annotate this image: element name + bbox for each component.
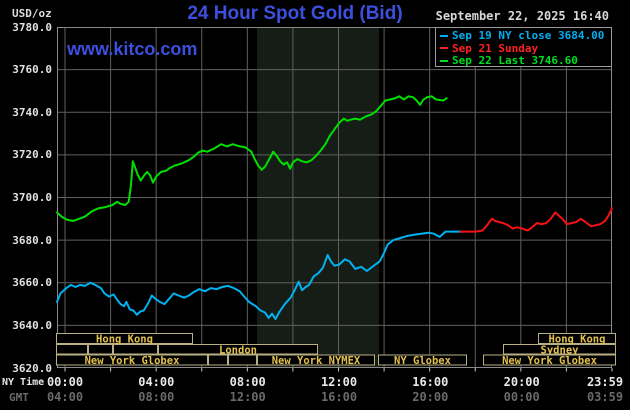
- legend-dash-icon: [440, 59, 448, 62]
- session-box-hong-kong: [56, 333, 193, 344]
- y-axis-tick-label: 3740.0: [12, 105, 52, 119]
- y-axis-tick-label: 3780.0: [12, 20, 52, 34]
- legend-entry-label: Sep 19 NY close 3684.00: [452, 29, 605, 42]
- y-axis-tick-label: 3620.0: [12, 361, 52, 375]
- legend-entry-label: Sep 22 Last 3746.60: [452, 54, 578, 67]
- x-axis-gmt-label: 20:00: [412, 390, 449, 404]
- legend-entry: Sep 22 Last 3746.60: [440, 54, 578, 67]
- chart-title: 24 Hour Spot Gold (Bid): [187, 3, 403, 24]
- y-axis-tick-label: 3720.0: [12, 148, 52, 162]
- session-box-ny-globex: [378, 354, 467, 366]
- ny-time-axis-caption: NY Time: [2, 377, 45, 388]
- x-axis-gmt-label: 08:00: [138, 390, 175, 404]
- session-label-hong-kong: Hong Kong: [96, 334, 153, 346]
- legend-entry: Sep 21 Sunday: [440, 42, 538, 55]
- y-axis-tick-label: 3640.0: [12, 318, 52, 332]
- session-box-empty: [88, 344, 113, 355]
- y-axis-unit-label: USD/oz: [12, 7, 52, 20]
- y-axis-tick-label: 3760.0: [12, 63, 52, 77]
- session-box-empty: [228, 354, 257, 366]
- session-box-empty: [113, 344, 158, 355]
- series-sep19-ny-close-line: [56, 230, 464, 320]
- legend-entry-label: Sep 21 Sunday: [452, 41, 539, 55]
- x-axis-ny-time-label: 12:00: [320, 375, 358, 389]
- session-label-sydney: Sydney: [541, 344, 580, 356]
- session-box-hong-kong: [538, 333, 616, 344]
- legend-dash-icon: [440, 34, 448, 37]
- legend-dash-icon: [440, 47, 448, 49]
- gmt-axis-caption: GMT: [9, 391, 29, 404]
- x-axis-gmt-label: 04:00: [46, 390, 84, 404]
- y-axis-tick-label: 3700.0: [12, 191, 52, 204]
- kitco-watermark-link[interactable]: www.kitco.com: [67, 39, 198, 59]
- legend: Sep 19 NY close 3684.00 Sep 21 Sunday Sep …: [435, 27, 612, 67]
- session-box-new-york-globex: [56, 354, 208, 366]
- x-axis-gmt-label: 00:00: [503, 390, 540, 404]
- x-axis-ny-time-label: 04:00: [138, 375, 175, 389]
- x-axis-ny-time-label: 16:00: [412, 375, 449, 389]
- y-axis-tick-label: 3660.0: [12, 276, 52, 290]
- session-label-new-york-nymex: New York NYMEX: [272, 355, 361, 367]
- y-axis-tick-label: 3680.0: [12, 233, 52, 247]
- plot-border: [57, 27, 612, 368]
- x-axis-ny-time-label: 00:00: [46, 375, 84, 389]
- session-box-sydney: [503, 344, 616, 355]
- x-axis-gmt-label: 03:59: [586, 390, 624, 404]
- session-label-london: London: [219, 344, 257, 356]
- legend-entry: Sep 19 NY close 3684.00: [440, 29, 604, 42]
- series-sep22-today-line: [56, 95, 448, 222]
- session-label-new-york-globex: New York Globex: [85, 355, 181, 367]
- x-axis-gmt-label: 16:00: [320, 390, 358, 404]
- session-label-hong-kong: Hong Kong: [549, 334, 606, 346]
- session-box-new-york-globex: [483, 354, 616, 366]
- x-axis-ny-time-label: 23:59: [586, 375, 624, 389]
- series-sep21-sunday-line: [459, 207, 613, 233]
- session-box-new-york-nymex: [257, 354, 375, 366]
- session-label-new-york-globex: New York Globex: [502, 355, 598, 367]
- x-axis-gmt-label: 12:00: [229, 390, 266, 404]
- x-axis-ny-time-label: 20:00: [503, 375, 540, 389]
- x-axis-ny-time-label: 08:00: [229, 375, 266, 389]
- session-box-london: [158, 344, 318, 355]
- session-label-ny-globex: NY Globex: [394, 355, 452, 367]
- chart-datetime: September 22, 2025 16:40: [435, 9, 609, 23]
- session-box-empty: [56, 344, 88, 355]
- session-box-empty: [208, 354, 228, 366]
